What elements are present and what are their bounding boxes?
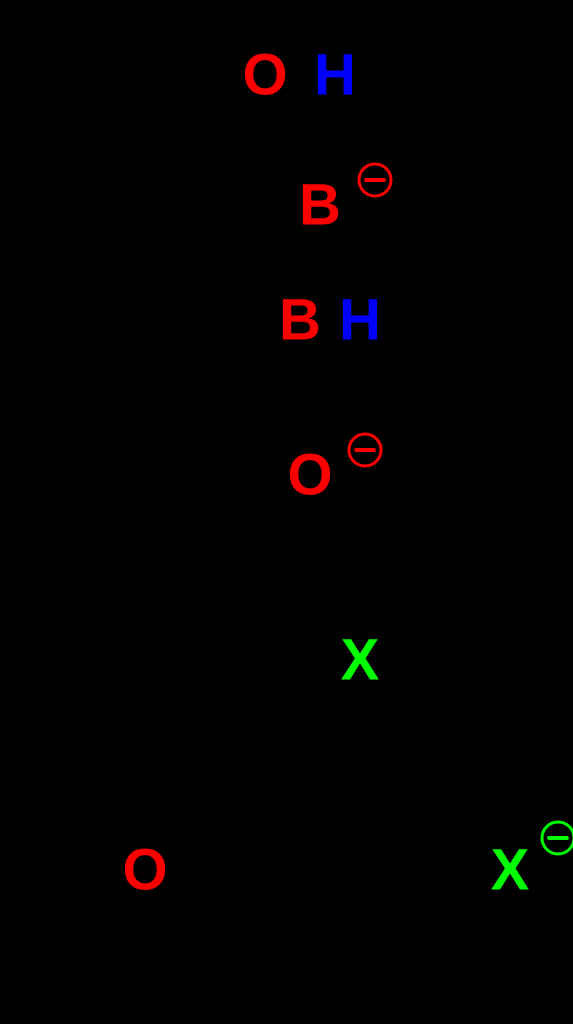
atom-H2: H	[339, 288, 381, 353]
chemical-diagram: OHBBHOXOX	[0, 0, 573, 1024]
atom-O3: O	[122, 838, 167, 903]
atom-O2: O	[287, 443, 332, 508]
background	[0, 0, 573, 1024]
atom-H1: H	[314, 43, 356, 108]
atom-B2: B	[279, 288, 321, 353]
atom-B1: B	[299, 173, 341, 238]
atom-O1: O	[242, 43, 287, 108]
atom-X2: X	[491, 838, 530, 903]
atom-X1: X	[341, 628, 380, 693]
